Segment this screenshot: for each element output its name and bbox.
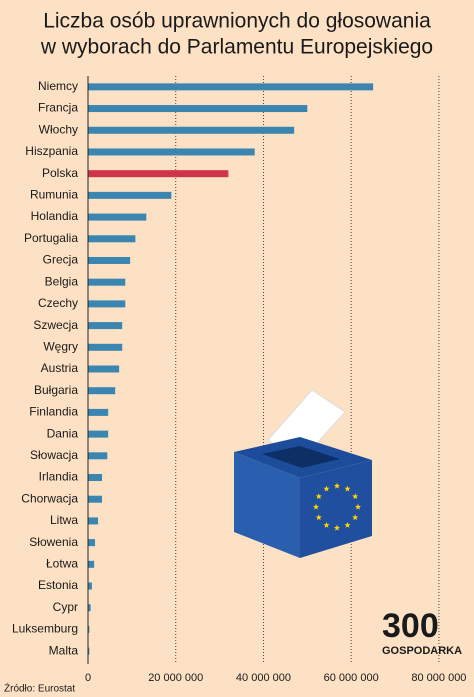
x-tick-label: 20 000 000 <box>148 672 203 684</box>
chart-title: Liczba osób uprawnionych do głosowania <box>43 10 431 33</box>
y-tick-label: Cypr <box>53 600 78 614</box>
bar <box>88 408 109 416</box>
bar <box>88 278 126 286</box>
bar <box>88 452 108 460</box>
bar <box>88 83 374 91</box>
eu-star <box>344 522 351 528</box>
bar <box>88 387 116 395</box>
eu-star <box>323 522 330 528</box>
y-tick-label: Hiszpania <box>25 144 78 158</box>
bar <box>88 213 147 221</box>
bar <box>88 517 99 525</box>
y-tick-label: Słowacja <box>30 448 78 462</box>
bar <box>88 560 95 568</box>
eu-star <box>334 524 340 531</box>
eu-star <box>323 485 330 492</box>
y-tick-label: Łotwa <box>46 557 78 571</box>
y-tick-label: Węgry <box>43 339 78 353</box>
y-tick-label: Luksemburg <box>12 622 78 636</box>
bar <box>88 604 91 612</box>
bar <box>88 235 136 243</box>
x-tick-label: 80 000 000 <box>411 672 466 684</box>
eu-star <box>334 482 340 489</box>
bar <box>88 105 308 113</box>
bar <box>88 126 295 134</box>
bar <box>88 625 90 633</box>
logo-name: GOSPODARKA <box>382 645 462 657</box>
y-tick-label: Grecja <box>43 253 79 267</box>
x-tick-label: 60 000 000 <box>324 672 379 684</box>
eu-star <box>315 493 322 500</box>
bar <box>88 300 126 308</box>
bar <box>88 148 255 156</box>
bar <box>88 191 172 199</box>
eu-star <box>313 503 319 510</box>
bar <box>88 343 123 351</box>
bar <box>88 430 109 438</box>
y-tick-label: Chorwacja <box>21 491 78 505</box>
source: Źródło: Eurostat <box>4 682 75 695</box>
y-tick-label: Bułgaria <box>34 383 78 397</box>
y-tick-label: Słowenia <box>29 535 78 549</box>
eu-star <box>315 514 322 521</box>
y-tick-label: Estonia <box>38 578 78 592</box>
y-tick-label: Malta <box>49 643 79 657</box>
bar <box>88 322 123 330</box>
x-tick-label: 0 <box>85 672 91 684</box>
box-right <box>300 460 372 558</box>
bar <box>88 256 131 264</box>
y-tick-label: Portugalia <box>24 231 78 245</box>
y-tick-label: Dania <box>47 426 79 440</box>
box-left <box>234 452 300 558</box>
bar <box>88 495 103 503</box>
y-tick-label: Czechy <box>38 296 78 310</box>
bar <box>88 539 96 547</box>
y-tick-label: Austria <box>41 361 79 375</box>
y-tick-label: Finlandia <box>29 405 78 419</box>
y-tick-label: Niemcy <box>38 79 78 93</box>
eu-star <box>352 514 359 521</box>
box-slot <box>262 446 340 468</box>
y-tick-label: Irlandia <box>39 470 79 484</box>
eu-star <box>352 493 359 500</box>
bar <box>88 365 120 373</box>
y-tick-label: Włochy <box>39 122 78 136</box>
bar <box>88 170 229 178</box>
y-tick-label: Rumunia <box>30 188 78 202</box>
bar <box>88 582 92 590</box>
x-tick-label: 40 000 000 <box>236 672 291 684</box>
y-tick-label: Polska <box>42 166 78 180</box>
eu-star <box>344 485 351 492</box>
y-tick-label: Litwa <box>50 513 78 527</box>
y-tick-label: Szwecja <box>33 318 78 332</box>
chart-title: w wyborach do Parlamentu Europejskiego <box>40 36 433 59</box>
logo-number: 300 <box>382 607 439 645</box>
ballot-box <box>234 389 372 558</box>
y-tick-label: Francja <box>38 101 78 115</box>
bar <box>88 647 90 655</box>
bar <box>88 474 103 482</box>
y-tick-label: Belgia <box>45 274 79 288</box>
y-tick-label: Holandia <box>31 209 79 223</box>
eu-star <box>355 503 361 510</box>
